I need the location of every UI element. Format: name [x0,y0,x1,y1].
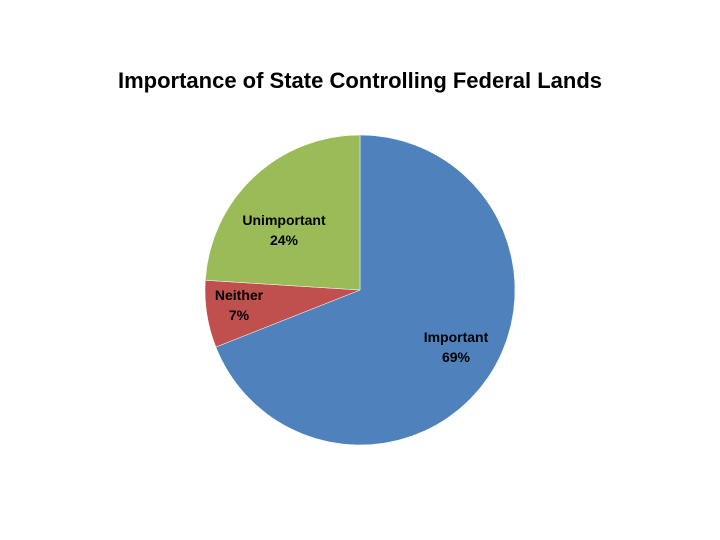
pie-slice-important [215,134,516,446]
slice-category-label: Neither [215,287,264,303]
slice-value-label: 69% [442,349,471,365]
pie-labels: Important 69% Neither 7% Unimportant 24% [215,212,489,365]
slice-value-label: 24% [270,232,299,248]
data-label-unimportant: Unimportant 24% [242,212,326,248]
chart-title: Importance of State Controlling Federal … [117,68,603,93]
slice-category-label: Unimportant [242,212,326,228]
slice-category-label: Important [424,329,489,345]
data-label-important: Important 69% [424,329,489,365]
pie-slices [204,134,516,446]
data-label-neither: Neither 7% [215,287,264,323]
pie-slice-unimportant [205,134,361,291]
slice-value-label: 7% [229,307,250,323]
